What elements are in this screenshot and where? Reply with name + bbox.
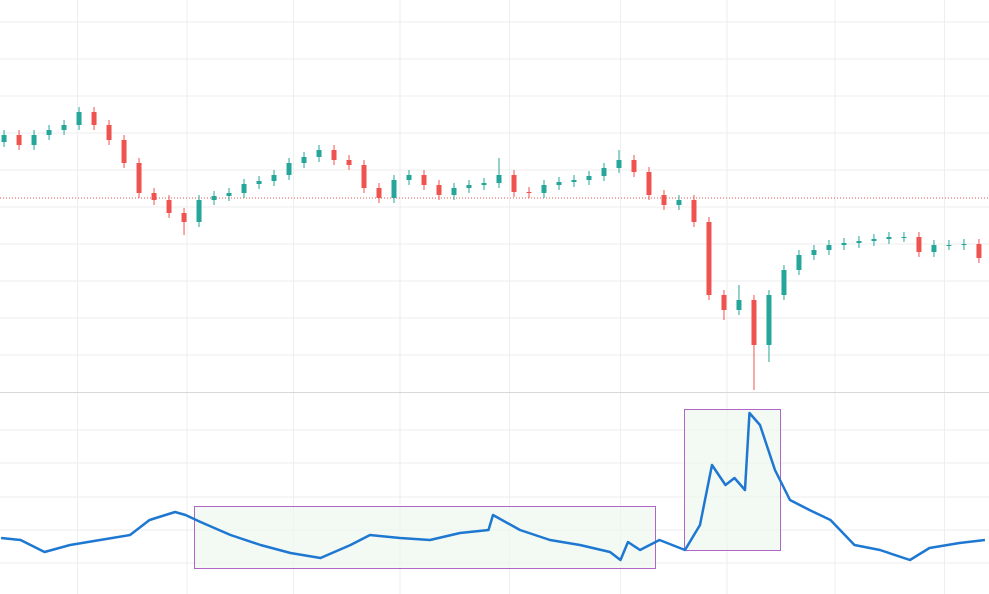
candle-body (541, 185, 547, 193)
candle-body (841, 243, 847, 245)
candle-body (721, 295, 727, 310)
indicator-line (0, 411, 986, 562)
candle-body (211, 196, 217, 200)
candle-body (946, 245, 952, 246)
candle-body (751, 300, 757, 345)
candle-body (766, 295, 772, 345)
candle-body (916, 237, 922, 252)
candle-body (556, 182, 562, 185)
candle-body (931, 245, 937, 252)
candle-body (136, 163, 142, 193)
candle-body (511, 175, 517, 192)
candle-body (106, 125, 112, 140)
candle-body (586, 176, 592, 180)
candle-body (616, 160, 622, 168)
candle-body (91, 112, 97, 125)
candle-body (196, 200, 202, 222)
candle-body (571, 180, 577, 182)
candle-body (526, 192, 532, 193)
marks (0, 107, 989, 562)
candle-body (901, 237, 907, 238)
candle-body (466, 185, 472, 188)
candle-body (856, 241, 862, 243)
candle-body (1, 135, 7, 142)
candle-body (226, 193, 232, 196)
candle-body (796, 255, 802, 270)
candle-body (961, 244, 967, 245)
candle-body (256, 181, 262, 184)
candle-body (376, 188, 382, 198)
candle-body (406, 175, 412, 180)
candle-body (331, 150, 337, 160)
candle-body (301, 157, 307, 163)
candle-body (886, 237, 892, 239)
candle-body (151, 193, 157, 200)
candle-body (826, 245, 832, 250)
candle-body (871, 239, 877, 241)
candle-body (346, 160, 352, 165)
candle-body (391, 180, 397, 198)
candle-body (496, 175, 502, 183)
candle-body (811, 250, 817, 255)
candle-body (421, 175, 427, 185)
candle-body (781, 270, 787, 295)
candle-body (286, 163, 292, 175)
candle-body (646, 172, 652, 195)
candle-body (481, 183, 487, 185)
candle-body (436, 185, 442, 195)
candle-body (601, 168, 607, 176)
candle-body (166, 200, 172, 213)
candle-body (181, 213, 187, 222)
candle-body (661, 195, 667, 205)
highlight-box (194, 506, 656, 569)
candle-body (676, 200, 682, 205)
candle-body (316, 150, 322, 157)
candle-body (16, 135, 22, 145)
candle-body (361, 165, 367, 188)
candle-body (121, 140, 127, 163)
candle-body (631, 160, 637, 172)
candle-body (451, 188, 457, 195)
candle-body (706, 222, 712, 295)
candle-body (31, 135, 37, 145)
candle-body (691, 200, 697, 222)
candle-body (61, 125, 67, 130)
candle-body (736, 300, 742, 310)
candle-body (976, 244, 982, 258)
candle-body (46, 130, 52, 135)
candle-body (271, 175, 277, 181)
candle-body (76, 112, 82, 125)
candle-body (241, 184, 247, 193)
